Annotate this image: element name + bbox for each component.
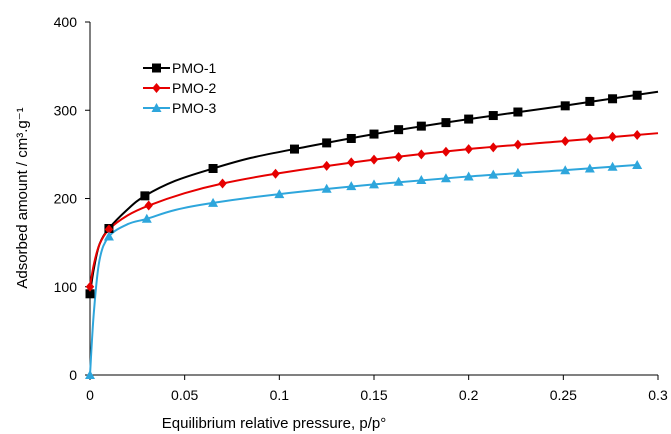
legend-marker-pmo-1 [152, 63, 161, 73]
x-tick-label: 0.1 [270, 387, 290, 403]
legend-marker-pmo-2 [152, 83, 161, 93]
x-axis-label: Equilibrium relative pressure, p/p° [162, 415, 386, 432]
data-point-pmo-2 [218, 178, 227, 189]
data-point-pmo-2 [489, 142, 498, 153]
data-point-pmo-1 [513, 107, 523, 117]
data-point-pmo-1 [560, 101, 570, 111]
data-point-pmo-2 [144, 200, 153, 211]
data-point-pmo-3 [393, 176, 404, 186]
data-point-pmo-1 [140, 191, 150, 201]
data-point-pmo-1 [441, 118, 451, 128]
y-tick-label: 0 [69, 367, 77, 383]
data-point-pmo-1 [464, 114, 474, 124]
data-point-pmo-1 [632, 90, 642, 100]
data-point-pmo-2 [271, 168, 280, 179]
x-tick-label: 0.25 [550, 387, 577, 403]
data-point-pmo-3 [369, 179, 379, 189]
data-point-pmo-2 [394, 152, 403, 163]
data-point-pmo-1 [322, 138, 332, 148]
data-point-pmo-1 [585, 96, 595, 106]
data-point-pmo-3 [607, 161, 618, 171]
data-point-pmo-3 [488, 169, 499, 179]
data-point-pmo-2 [441, 146, 451, 157]
data-point-pmo-1 [488, 111, 498, 121]
legend-label-pmo-3: PMO-3 [172, 100, 217, 116]
y-tick-label: 300 [54, 102, 78, 118]
data-point-pmo-3 [274, 189, 285, 199]
data-point-pmo-3 [346, 181, 357, 191]
series-line-pmo-2 [89, 132, 659, 287]
series-line-pmo-1 [89, 90, 659, 294]
series-line-pmo-3 [89, 163, 638, 376]
x-tick-label: 0.15 [360, 387, 387, 403]
data-point-pmo-2 [369, 154, 379, 165]
data-point-pmo-2 [632, 129, 642, 140]
data-point-pmo-2 [85, 281, 95, 292]
data-point-pmo-1 [85, 289, 95, 299]
data-point-pmo-2 [513, 139, 523, 150]
data-point-pmo-3 [560, 165, 571, 175]
x-tick-label: 0.05 [171, 387, 198, 403]
data-point-pmo-1 [346, 133, 356, 143]
data-point-pmo-3 [632, 159, 643, 169]
y-tick-label: 400 [54, 14, 78, 30]
data-point-pmo-2 [561, 136, 570, 147]
legend-label-pmo-1: PMO-1 [172, 60, 217, 76]
series-markers [85, 90, 643, 379]
y-tick-label: 200 [54, 191, 78, 207]
data-point-pmo-3 [85, 370, 95, 379]
data-point-pmo-3 [463, 171, 474, 181]
data-point-pmo-2 [417, 149, 426, 160]
data-point-pmo-2 [347, 157, 356, 168]
y-ticks: 0 100 200 300 400 [54, 14, 90, 383]
legend-label-pmo-2: PMO-2 [172, 80, 217, 96]
data-point-pmo-3 [512, 167, 523, 177]
data-point-pmo-2 [464, 144, 473, 155]
x-tick-label: 0.2 [459, 387, 479, 403]
data-point-pmo-2 [585, 133, 595, 144]
data-point-pmo-1 [608, 94, 618, 104]
data-point-pmo-3 [208, 197, 219, 207]
data-point-pmo-2 [322, 160, 331, 171]
data-point-pmo-2 [104, 224, 114, 235]
y-tick-label: 100 [54, 279, 78, 295]
x-tick-label: 0.3 [648, 387, 668, 403]
data-point-pmo-1 [416, 121, 426, 131]
data-point-pmo-3 [584, 163, 595, 173]
data-point-pmo-1 [394, 125, 404, 135]
data-point-pmo-2 [608, 131, 617, 142]
data-point-pmo-3 [416, 174, 427, 184]
y-axis-label: Adsorbed amount / cm³.g⁻¹ [14, 107, 31, 288]
data-point-pmo-1 [208, 163, 218, 173]
x-tick-label: 0 [86, 387, 94, 403]
data-point-pmo-3 [103, 231, 114, 241]
data-point-pmo-3 [141, 213, 152, 223]
x-ticks: 0 0.05 0.1 0.15 0.2 0.25 0.3 [86, 375, 668, 403]
data-point-pmo-1 [369, 129, 379, 139]
data-point-pmo-3 [440, 173, 451, 183]
legend-marker-pmo-3 [151, 103, 162, 112]
legend: PMO-1 PMO-2 PMO-3 [143, 60, 217, 116]
axes: 0 100 200 300 400 0 0.05 0.1 0.15 0.2 0.25 0.3 [54, 14, 668, 403]
data-point-pmo-3 [321, 183, 332, 193]
data-point-pmo-1 [289, 144, 299, 154]
